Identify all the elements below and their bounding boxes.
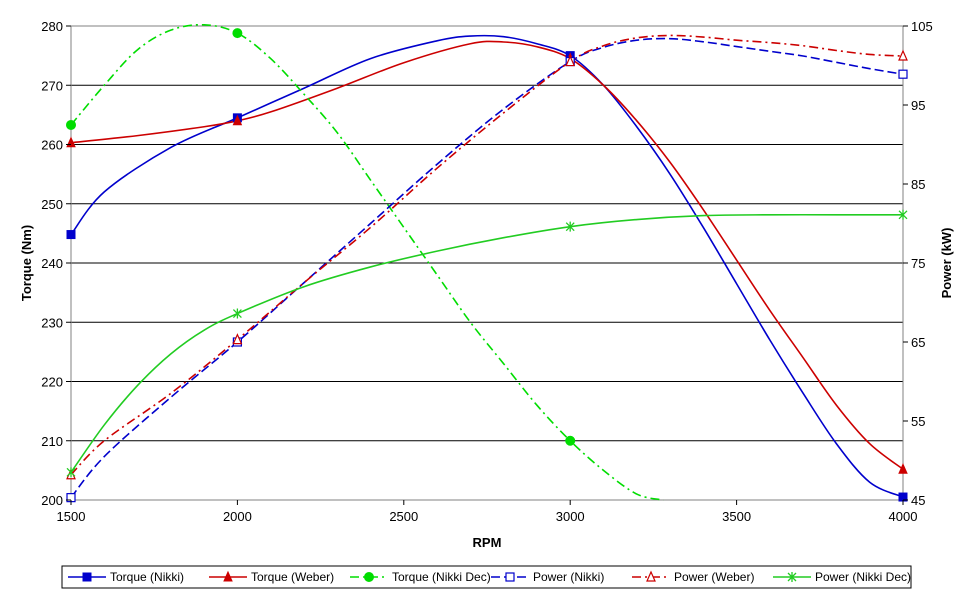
- y-left-tick-label-260: 260: [41, 138, 63, 153]
- y-left-tick-label-200: 200: [41, 493, 63, 508]
- y-left-tick-label-280: 280: [41, 19, 63, 34]
- y-right-tick-label-75: 75: [911, 256, 925, 271]
- series-3-marker-4000: [898, 69, 908, 79]
- series-0-marker-1500: [66, 230, 76, 240]
- legend-label-2: Torque (Nikki Dec): [392, 570, 491, 584]
- x-tick-label-2000: 2000: [223, 509, 252, 524]
- legend: Torque (Nikki) Torque (Weber) Torque (Nikk…: [61, 565, 912, 589]
- series-line-5: [70, 213, 903, 473]
- y-left-axis-title: Torque (Nm): [19, 225, 34, 301]
- y-left-tick-label-220: 220: [41, 375, 63, 390]
- legend-label-3: Power (Nikki): [533, 570, 604, 584]
- y-left-tick-label-230: 230: [41, 315, 63, 330]
- y-left-tick-label-240: 240: [41, 256, 63, 271]
- x-tick-label-3500: 3500: [722, 509, 751, 524]
- series-4-marker-2000: [232, 333, 243, 345]
- y-right-tick-label-45: 45: [911, 493, 925, 508]
- series-4-marker-3000: [565, 55, 576, 67]
- y-right-tick-label-55: 55: [911, 414, 925, 429]
- x-tick-label-2500: 2500: [389, 509, 418, 524]
- y-right-tick-label-95: 95: [911, 98, 925, 113]
- y-left-tick-label-210: 210: [41, 434, 63, 449]
- series-1-marker-2000: [232, 114, 243, 126]
- y-right-tick-label-105: 105: [911, 19, 933, 34]
- tick-labels: 1500 2000 2500 3000 3500 4000 200 210 220 230 240 2…: [41, 19, 932, 524]
- y-right-tick-label-85: 85: [911, 177, 925, 192]
- series-2-marker-1500: [66, 119, 76, 130]
- x-tick-label-4000: 4000: [889, 509, 918, 524]
- legend-marker-2: [364, 572, 374, 582]
- legend-marker-3: [505, 572, 515, 582]
- y-right-tick-label-65: 65: [911, 335, 925, 350]
- x-tick-label-3000: 3000: [556, 509, 585, 524]
- y-right-axis-title: Power (kW): [939, 228, 954, 299]
- legend-box: [61, 565, 912, 589]
- legend-label-4: Power (Weber): [674, 570, 754, 584]
- series-5-marker-3000: [565, 221, 575, 232]
- legend-marker-1: [223, 570, 233, 582]
- series-5-marker-4000: [898, 209, 908, 220]
- legend-marker-4: [646, 570, 656, 582]
- legend-label-1: Torque (Weber): [251, 570, 334, 584]
- series-4-marker-4000: [898, 49, 908, 61]
- series-5-marker-1500: [66, 467, 76, 478]
- x-axis-title: RPM: [473, 535, 502, 550]
- legend-label-0: Torque (Nikki): [110, 570, 184, 584]
- series-2-marker-2000: [232, 28, 243, 39]
- legend-label-5: Power (Nikki Dec): [815, 570, 911, 584]
- series-5-marker-2000: [232, 308, 242, 319]
- y-left-tick-label-270: 270: [41, 78, 63, 93]
- series-2-marker-3000: [565, 435, 576, 446]
- legend-marker-5: [787, 572, 797, 582]
- series-1-marker-4000: [898, 462, 908, 474]
- series-line-1: [70, 40, 904, 470]
- legend-marker-0: [82, 572, 92, 582]
- x-tick-label-1500: 1500: [57, 509, 86, 524]
- y-left-tick-label-250: 250: [41, 197, 63, 212]
